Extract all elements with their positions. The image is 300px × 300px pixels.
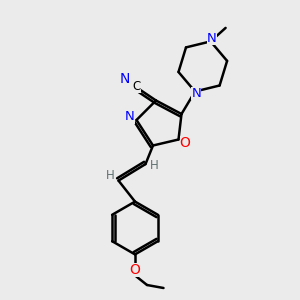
Text: N: N [191, 87, 201, 101]
Text: O: O [180, 136, 190, 150]
Text: H: H [150, 159, 159, 172]
Text: H: H [106, 169, 115, 182]
Text: O: O [130, 263, 140, 277]
Text: N: N [119, 72, 130, 86]
Text: N: N [125, 110, 135, 124]
Text: N: N [207, 32, 217, 46]
Text: C: C [132, 80, 141, 94]
